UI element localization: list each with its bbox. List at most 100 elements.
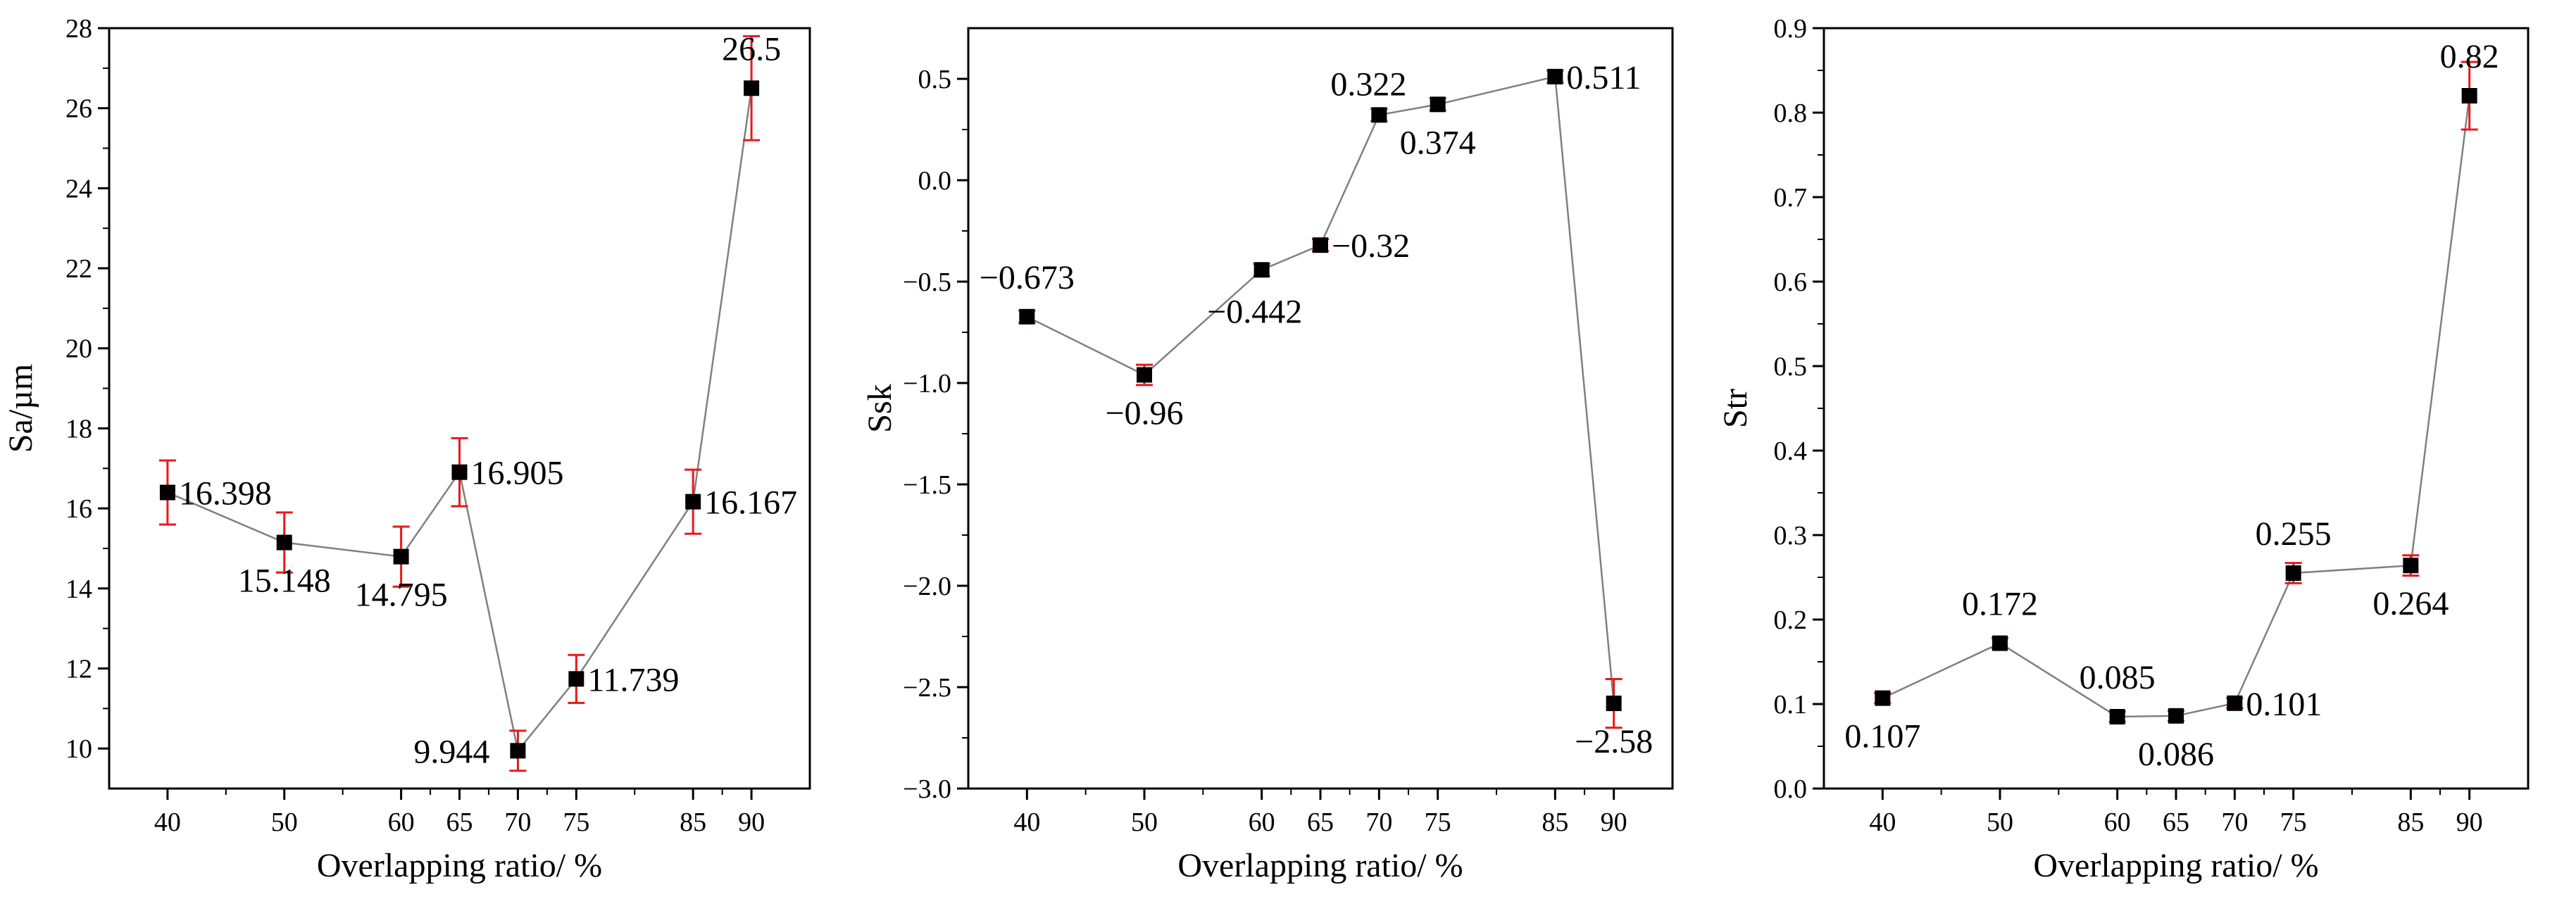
ssk-series-line: [1026, 75, 1615, 704]
ssk-data-point: [1137, 367, 1152, 383]
sa-y-tick-label: 10: [65, 734, 92, 764]
sa-x-tick-label: 90: [738, 808, 765, 837]
sa-x-tick-label: 70: [504, 808, 531, 837]
sa-data-point: [451, 464, 468, 480]
str-y-tick-label: 0.9: [1774, 14, 1808, 44]
str-y-tick-label: 0.4: [1774, 437, 1808, 466]
ssk-x-tick-label: 75: [1425, 808, 1451, 837]
ssk-data-point: [1313, 237, 1328, 253]
ssk-x-tick-label: 65: [1307, 808, 1334, 837]
str-data-point: [2109, 709, 2125, 724]
str-x-axis-title: Overlapping ratio/ %: [2033, 847, 2318, 884]
str-data-label: 0.086: [2138, 736, 2214, 773]
str-x-tick-label: 50: [1987, 808, 2013, 837]
sa-data-label: 14.795: [355, 577, 448, 614]
str-x-tick-label: 85: [2397, 808, 2424, 837]
ssk-data-label: 0.511: [1566, 59, 1641, 96]
ssk-data-label: 0.322: [1330, 65, 1406, 103]
sa-x-tick-label: 75: [563, 808, 589, 837]
str-series-line: [1882, 95, 2470, 718]
str-y-tick-label: 0.2: [1774, 605, 1808, 635]
ssk-x-tick-label: 85: [1542, 808, 1568, 837]
ssk-data-point: [1019, 308, 1035, 325]
sa-data-label: 16.167: [704, 484, 797, 522]
panel-sa: 40 50 60 65 70 75 85 90 10 12 14 16 18 20 22 24 26 28 Over…: [2, 14, 811, 884]
sa-data-point: [685, 494, 701, 510]
ssk-y-tick-label: −2.5: [903, 673, 951, 703]
str-data-point: [1992, 635, 2008, 651]
sa-data-label: 15.148: [238, 563, 331, 600]
str-y-tick-label: 0.5: [1774, 352, 1808, 382]
str-data-label: 0.107: [1844, 718, 1920, 755]
str-y-tick-label: 0.7: [1774, 183, 1808, 213]
str-data-label: 0.255: [2256, 515, 2332, 553]
str-data-point: [1875, 690, 1891, 706]
sa-x-tick-label: 65: [446, 808, 473, 837]
str-y-tick-label: 0.6: [1774, 268, 1808, 297]
sa-series-line: [167, 88, 753, 753]
str-data-label: 0.085: [2080, 659, 2156, 696]
ssk-data-point: [1547, 68, 1563, 84]
str-data-label: 0.101: [2246, 686, 2322, 723]
sa-data-label: 11.739: [587, 661, 679, 698]
str-data-point: [2285, 565, 2301, 581]
str-x-tick-label: 65: [2163, 808, 2189, 837]
ssk-y-tick-label: −0.5: [903, 268, 951, 297]
ssk-y-tick-label: −1.0: [903, 369, 951, 398]
sa-y-tick-label: 16: [65, 494, 92, 524]
ssk-y-tick-label: −3.0: [903, 774, 951, 804]
ssk-y-tick-label: −2.0: [903, 572, 951, 601]
ssk-data-point: [1371, 107, 1387, 123]
str-x-tick-label: 70: [2221, 808, 2248, 837]
sa-y-tick-label: 24: [65, 174, 92, 203]
str-plot-frame: [1822, 27, 2530, 790]
str-data-label: 0.264: [2372, 585, 2449, 622]
sa-data-point: [393, 548, 409, 565]
sa-x-tick-label: 50: [271, 808, 298, 837]
ssk-data-point: [1253, 262, 1270, 278]
sa-y-tick-label: 22: [65, 254, 92, 284]
ssk-x-tick-label: 40: [1013, 808, 1040, 837]
ssk-x-tick-label: 70: [1365, 808, 1392, 837]
sa-y-axis-title: Sa/µm: [2, 364, 39, 453]
sa-data-point: [510, 743, 526, 759]
panel-ssk: 40 50 60 65 70 75 85 90 −3.0 −2.5 −2.0 −1.5 −1.0 −0.5…: [861, 27, 1674, 884]
str-x-tick-label: 90: [2456, 808, 2483, 837]
ssk-data-point: [1430, 96, 1446, 113]
sa-data-point: [276, 534, 292, 551]
sa-y-tick-label: 14: [65, 575, 92, 604]
ssk-data-point: [1606, 696, 1622, 712]
str-data-point: [2403, 558, 2419, 574]
sa-data-label: 9.944: [413, 733, 489, 770]
str-x-tick-label: 40: [1869, 808, 1896, 837]
str-y-tick-label: 0.1: [1774, 690, 1808, 720]
ssk-x-tick-label: 90: [1601, 808, 1627, 837]
sa-data-label: 16.398: [179, 475, 272, 512]
sa-y-tick-label: 28: [65, 14, 92, 44]
ssk-x-tick-label: 50: [1131, 808, 1158, 837]
str-y-axis-title: Str: [1717, 389, 1754, 428]
ssk-data-label: −0.673: [980, 259, 1075, 296]
ssk-x-tick-label: 60: [1249, 808, 1275, 837]
sa-x-tick-label: 40: [154, 808, 181, 837]
sa-data-label: 26.5: [722, 30, 781, 68]
ssk-data-label: −0.442: [1207, 293, 1302, 330]
str-y-tick-label: 0.8: [1774, 99, 1808, 128]
ssk-x-axis-title: Overlapping ratio/ %: [1177, 847, 1463, 884]
sa-x-tick-label: 85: [680, 808, 706, 837]
ssk-plot-frame: [967, 27, 1674, 790]
panel-str: 40 50 60 65 70 75 85 90 0.0 0.1 0.2 0.3 0.4 0.5 0.6 0.7…: [1717, 14, 2530, 884]
sa-data-point: [744, 80, 760, 96]
ssk-data-label: −0.96: [1105, 394, 1183, 432]
sa-y-tick-label: 20: [65, 334, 92, 364]
sa-y-tick-label: 26: [65, 94, 92, 124]
sa-x-tick-label: 60: [388, 808, 415, 837]
ssk-y-tick-label: 0.0: [918, 166, 952, 196]
ssk-data-label: 0.374: [1400, 124, 1476, 161]
ssk-data-label: −0.32: [1332, 227, 1410, 265]
sa-y-tick-label: 12: [65, 654, 92, 684]
str-x-tick-label: 60: [2104, 808, 2131, 837]
ssk-data-label: −2.58: [1575, 723, 1653, 760]
ssk-y-tick-label: 0.5: [918, 65, 952, 94]
